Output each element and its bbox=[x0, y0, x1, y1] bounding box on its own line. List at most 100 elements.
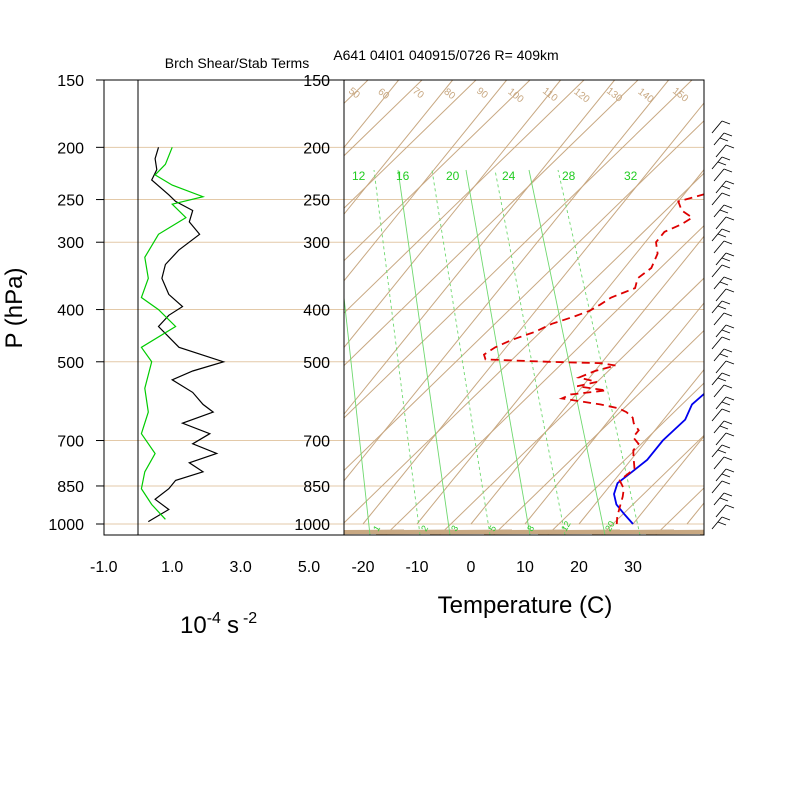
wind-barb-flag bbox=[719, 497, 729, 502]
wind-barb-flag bbox=[721, 300, 731, 305]
adiabat-line bbox=[344, 120, 704, 472]
skew-pressure-tick-label: 850 bbox=[303, 479, 330, 496]
pressure-tick-label: 150 bbox=[57, 73, 84, 90]
wind-barb-staff bbox=[715, 216, 727, 230]
wind-barb-flag bbox=[723, 240, 733, 245]
wind-barb-flag bbox=[725, 396, 735, 401]
wind-barb-staff bbox=[715, 432, 727, 446]
wind-barb-flag bbox=[723, 132, 733, 137]
wind-barb-staff bbox=[713, 240, 725, 254]
skew-pressure-tick-label: 1000 bbox=[294, 517, 330, 534]
wind-barb-staff bbox=[715, 180, 727, 194]
wind-barb-flag bbox=[717, 305, 727, 310]
wind-barb-staff bbox=[713, 132, 725, 146]
wind-barb-flag bbox=[721, 156, 731, 161]
wind-barb-staff bbox=[715, 468, 727, 482]
mixing-ratio-bottom-label: 8 bbox=[525, 524, 536, 533]
wind-barb-flag bbox=[725, 180, 735, 185]
wind-barb-staff bbox=[715, 360, 727, 374]
isotherm-line bbox=[362, 102, 704, 525]
mixing-ratio-bottom-label: 1 bbox=[371, 524, 382, 533]
wind-barb-staff bbox=[711, 372, 723, 386]
wind-barb-flag bbox=[723, 348, 733, 353]
wind-barb-staff bbox=[715, 144, 727, 158]
wind-barb-staff bbox=[711, 264, 723, 278]
mixing-ratio-bottom-label: 2 bbox=[419, 524, 430, 533]
isotherm-line bbox=[344, 80, 454, 215]
isotherm-line bbox=[344, 80, 562, 349]
pressure-tick-label: 850 bbox=[57, 479, 84, 496]
adiabat-line bbox=[344, 80, 531, 262]
mixing-ratio-line bbox=[397, 169, 451, 535]
isotherm-line bbox=[344, 80, 616, 415]
wind-barb-staff bbox=[711, 408, 723, 422]
adiabat-line bbox=[600, 434, 704, 535]
mixing-ratio-top-label: 12 bbox=[352, 169, 366, 183]
wind-barb-staff bbox=[711, 228, 723, 242]
skew-pressure-tick-label: 150 bbox=[303, 73, 330, 90]
skew-t-profiles bbox=[482, 193, 704, 525]
wind-barb-flag bbox=[721, 473, 731, 478]
wind-barb-flag bbox=[725, 216, 735, 221]
wind-barb-staff bbox=[711, 192, 723, 206]
mixing-ratio-line bbox=[431, 169, 491, 535]
temperature-tick-label: -20 bbox=[351, 559, 374, 576]
wind-barb-flag bbox=[717, 161, 727, 166]
mixing-ratio-bottom-label: 5 bbox=[487, 524, 498, 533]
temperature-tick-label: -10 bbox=[405, 559, 428, 576]
wind-barb-flag bbox=[725, 144, 735, 149]
isotherm-line bbox=[470, 235, 704, 525]
adiabat-line bbox=[384, 224, 704, 535]
skew-t-background-lines bbox=[344, 80, 704, 535]
temperature-tick-labels: -20 -10 0 10 20 30 bbox=[351, 559, 642, 576]
wind-barb-staff bbox=[711, 336, 723, 350]
temperature-tick-label: 30 bbox=[624, 559, 642, 576]
pressure-tick-label: 700 bbox=[57, 434, 84, 451]
wind-barb-flag bbox=[721, 192, 731, 197]
skew-pressure-tick-label: 300 bbox=[303, 235, 330, 252]
adiabat-line bbox=[344, 80, 693, 419]
isotherm-line bbox=[524, 302, 704, 525]
wind-barb-flag bbox=[723, 312, 733, 317]
pressure-tick-label: 300 bbox=[57, 235, 84, 252]
wind-barb-flag bbox=[721, 336, 731, 341]
wind-barb-flag bbox=[725, 432, 735, 437]
wind-barb-flag bbox=[721, 185, 731, 190]
pressure-tick-label: 400 bbox=[57, 303, 84, 320]
temperature-tick-label: 0 bbox=[467, 559, 476, 576]
mixing-ratio-bottom-label: 12 bbox=[559, 519, 573, 533]
left-x-tick-label: 5.0 bbox=[298, 559, 320, 576]
mixing-ratio-top-label: 28 bbox=[562, 169, 576, 183]
wind-barb-staff bbox=[713, 276, 725, 290]
wind-barb-flag bbox=[721, 120, 731, 125]
wind-barb-staff bbox=[715, 288, 727, 302]
black-stability-profile bbox=[147, 147, 226, 523]
wind-barb-flag bbox=[725, 324, 735, 329]
wind-barb-staff bbox=[711, 120, 723, 134]
wind-barb-staff bbox=[711, 444, 723, 458]
temperature-profile bbox=[613, 392, 704, 525]
mixing-ratio-line bbox=[344, 293, 371, 535]
wind-barb-staff bbox=[711, 516, 723, 530]
wind-barb-flag bbox=[723, 420, 733, 425]
skew-t-title: A641 04I01 040915/0726 R= 409km bbox=[333, 47, 558, 63]
wind-barb-staff bbox=[715, 504, 727, 518]
wind-barb-flag bbox=[721, 444, 731, 449]
left-x-tick-label: 3.0 bbox=[229, 559, 251, 576]
wind-barb-flag bbox=[725, 252, 735, 257]
wind-barb-flag bbox=[725, 288, 735, 293]
wind-barb-flag bbox=[721, 228, 731, 233]
skew-pressure-tick-label: 200 bbox=[303, 140, 330, 157]
adiabat-line bbox=[344, 80, 477, 209]
skew-pressure-tick-label: 250 bbox=[303, 193, 330, 210]
pressure-tick-label: 250 bbox=[57, 193, 84, 210]
svg-text:10-4s-2: 10-4 s -2 bbox=[180, 610, 257, 639]
left-x-axis-label: 10-4 s -2 bbox=[180, 610, 257, 639]
wind-barb-staff bbox=[713, 420, 725, 434]
left-series-lines bbox=[140, 147, 226, 523]
wind-barb-flag bbox=[723, 492, 733, 497]
wind-barb-staff bbox=[713, 348, 725, 362]
temperature-tick-label: 20 bbox=[570, 559, 588, 576]
